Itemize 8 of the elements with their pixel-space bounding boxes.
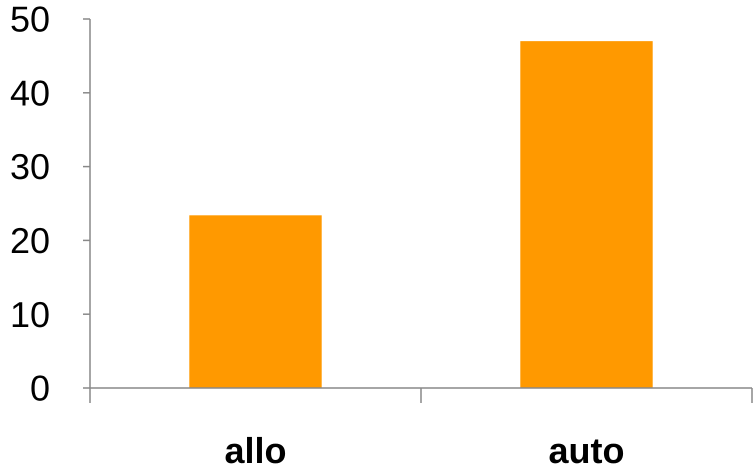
- y-tick-label: 20: [10, 220, 50, 261]
- y-tick-label: 50: [10, 0, 50, 40]
- x-tick-label: allo: [224, 430, 287, 471]
- y-tick-label: 40: [10, 72, 50, 114]
- x-tick-label: auto: [548, 430, 624, 471]
- y-tick-label: 0: [30, 368, 50, 409]
- y-tick-label: 30: [10, 146, 50, 188]
- y-tick-label: 10: [10, 294, 50, 335]
